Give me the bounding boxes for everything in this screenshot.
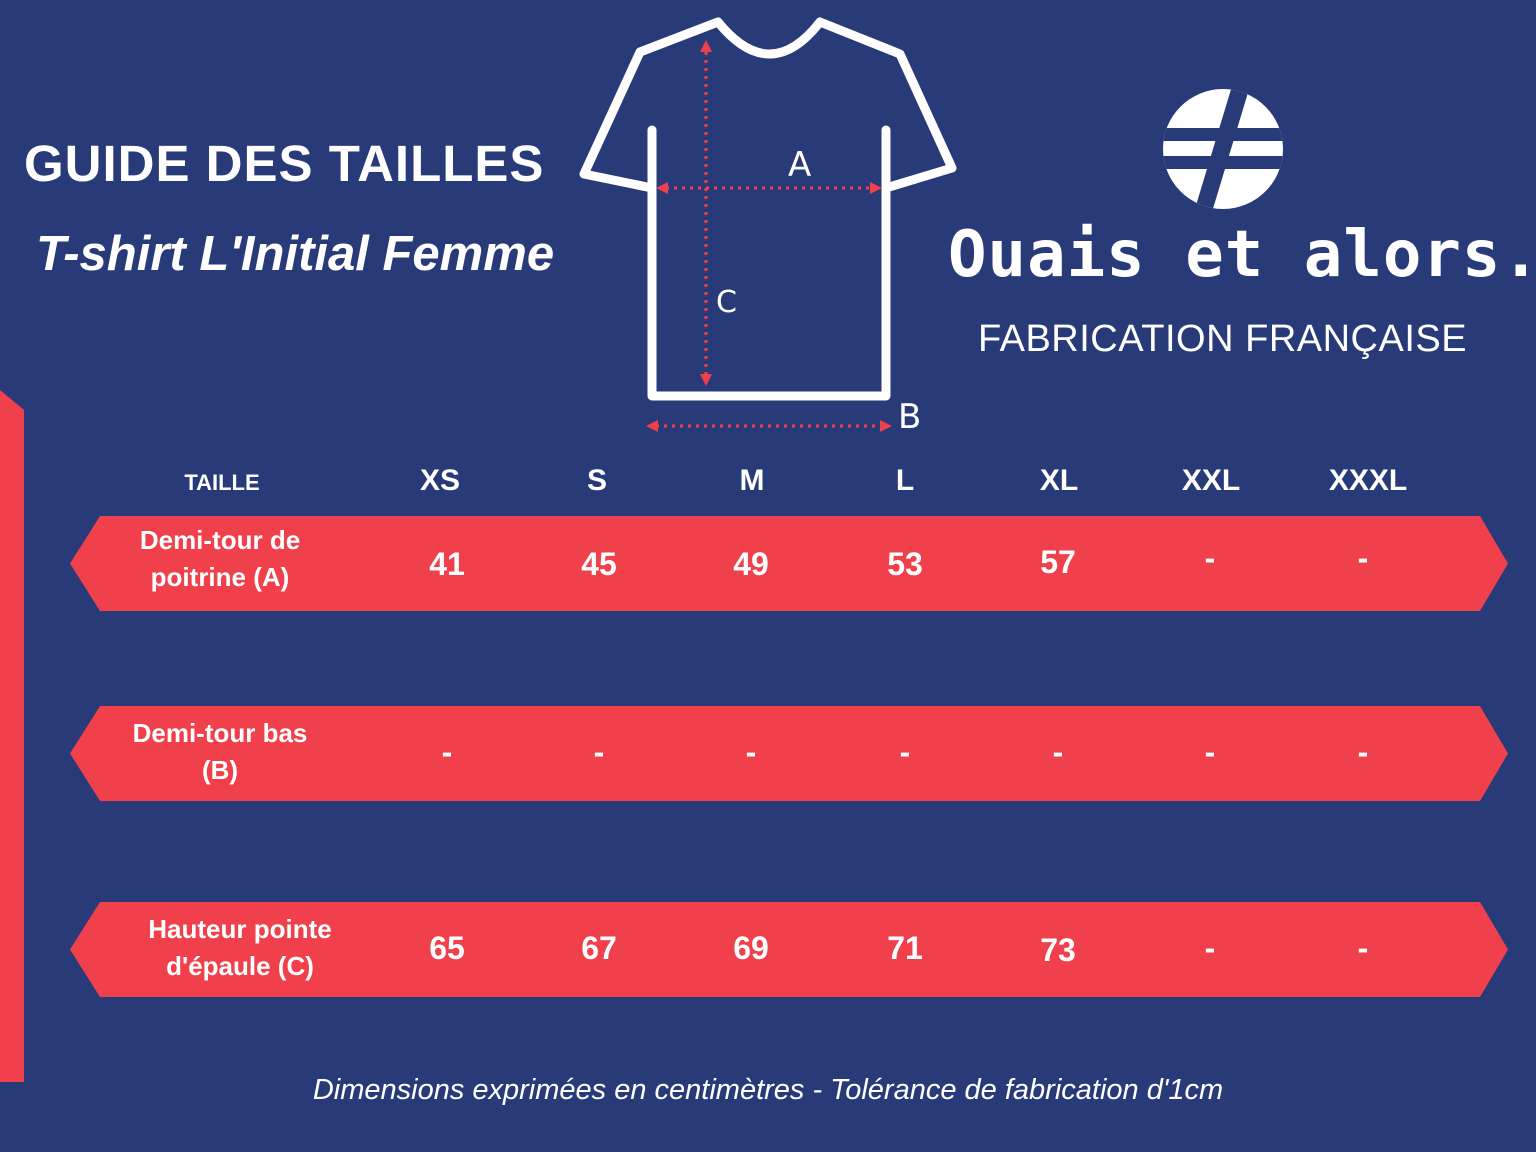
measure-b-arrow-left [646,420,658,432]
table-cell: 67 [581,930,617,966]
table-cell: 57 [1040,544,1076,580]
brand-name: Ouais et alors. [948,218,1536,292]
tshirt-diagram: A C B [579,17,957,437]
table-cell: - [1357,930,1369,966]
size-header-m: M [739,464,765,497]
row-label-height: Hauteur pointe d'épaule (C) [90,911,390,985]
row-label-chest: Demi-tour de poitrine (A) [70,522,370,596]
brand-logo-icon [1163,89,1283,209]
table-cell: 45 [581,546,617,582]
diagram-label-c: C [716,285,737,320]
row-label-line: (B) [201,755,239,785]
size-header-xl: XL [1039,464,1079,497]
row-label-line: Hauteur pointe [148,914,332,944]
table-row [70,516,1508,611]
row-label-line: poitrine (A) [150,562,290,592]
product-subtitle: T-shirt L'Initial Femme [36,227,555,281]
table-row [70,902,1508,997]
table-cell: - [441,734,453,770]
footnote: Dimensions exprimées en centimètres - To… [312,1074,1224,1106]
table-cell: 69 [733,930,769,966]
table-cell: - [593,734,605,770]
row-label-line: Demi-tour bas [132,718,308,748]
size-header-l: L [895,464,915,497]
measure-a-arrow-right [870,182,882,194]
table-row [70,706,1508,801]
diagram-label-b: B [898,397,921,437]
table-cell: - [745,734,757,770]
brand-tagline: FABRICATION FRANÇAISE [978,318,1468,360]
table-cell: 71 [887,930,923,966]
measure-c-arrow-bottom [700,374,712,386]
table-cell: 65 [429,930,465,966]
table-cell: - [1204,540,1216,576]
measure-b-arrow-right [880,420,892,432]
table-cell: - [899,734,911,770]
row-label-line: Demi-tour de [139,525,301,555]
page-title: GUIDE DES TAILLES [24,135,545,192]
tshirt-outline-icon [579,17,957,401]
measure-c-arrow-top [700,40,712,52]
table-cell: - [1204,734,1216,770]
table-cell: 73 [1040,932,1076,968]
table-cell: 49 [733,546,769,582]
size-header-xs: XS [419,464,461,497]
size-header-xxl: XXL [1181,464,1241,497]
row-label-line: d'épaule (C) [166,951,314,981]
size-header-s: S [586,464,607,497]
table-cell: 41 [429,546,465,582]
table-cell: - [1357,540,1369,576]
diagram-label-a: A [788,145,811,185]
row-label-bottom: Demi-tour bas (B) [70,715,370,789]
measure-a-arrow-left [656,182,668,194]
left-accent-bar [0,390,24,1082]
size-column-header: TAILLE [184,470,260,495]
table-cell: - [1357,734,1369,770]
table-cell: - [1204,930,1216,966]
table-cell: 53 [887,546,923,582]
table-cell: - [1052,734,1064,770]
size-header-xxxl: XXXL [1328,464,1408,497]
